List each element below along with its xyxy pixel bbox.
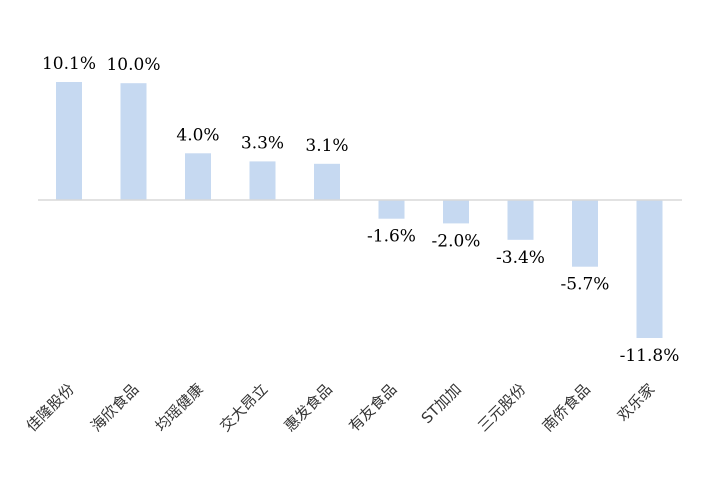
value-label-5: -1.6% [367, 227, 416, 247]
value-label-8: -5.7% [561, 275, 610, 295]
category-label-5: 有友食品 [345, 380, 400, 435]
bar-8 [572, 200, 598, 267]
category-label-6: ST加加 [418, 380, 465, 427]
bar-4 [314, 163, 340, 200]
value-label-6: -2.0% [432, 231, 481, 251]
value-label-2: 4.0% [176, 125, 219, 145]
value-label-9: -11.8% [620, 346, 680, 366]
bar-1 [120, 83, 147, 200]
value-label-4: 3.1% [305, 136, 348, 156]
value-labels-group: 10.1% 10.0% 4.0% 3.3% 3.1% -1.6% -2.0% -3.4% -5.… [42, 54, 679, 366]
category-labels-group: 佳隆股份 海欣食品 均瑶健康 交大昂立 惠发食品 有友食品 ST加加 三元股份 南侨食品 欢乐家 [23, 380, 659, 435]
value-label-0: 10.1% [42, 54, 96, 74]
value-label-7: -3.4% [496, 248, 545, 268]
category-label-0: 佳隆股份 [23, 380, 78, 435]
bar-6 [443, 200, 469, 224]
bar-5 [378, 200, 405, 219]
category-label-1: 海欣食品 [87, 380, 142, 435]
bar-2 [185, 153, 211, 200]
value-label-1: 10.0% [106, 55, 160, 75]
category-label-7: 三元股份 [474, 380, 529, 435]
bar-9 [636, 200, 663, 338]
bar-0 [56, 82, 82, 200]
category-label-2: 均瑶健康 [152, 380, 207, 435]
category-label-8: 南侨食品 [539, 380, 594, 435]
bars-group [56, 82, 663, 338]
bar-7 [507, 200, 534, 240]
category-label-9: 欢乐家 [614, 380, 659, 425]
category-label-3: 交大昂立 [216, 380, 271, 435]
category-label-4: 惠发食品 [281, 380, 336, 435]
value-label-3: 3.3% [241, 133, 284, 153]
bar-3 [249, 161, 276, 200]
